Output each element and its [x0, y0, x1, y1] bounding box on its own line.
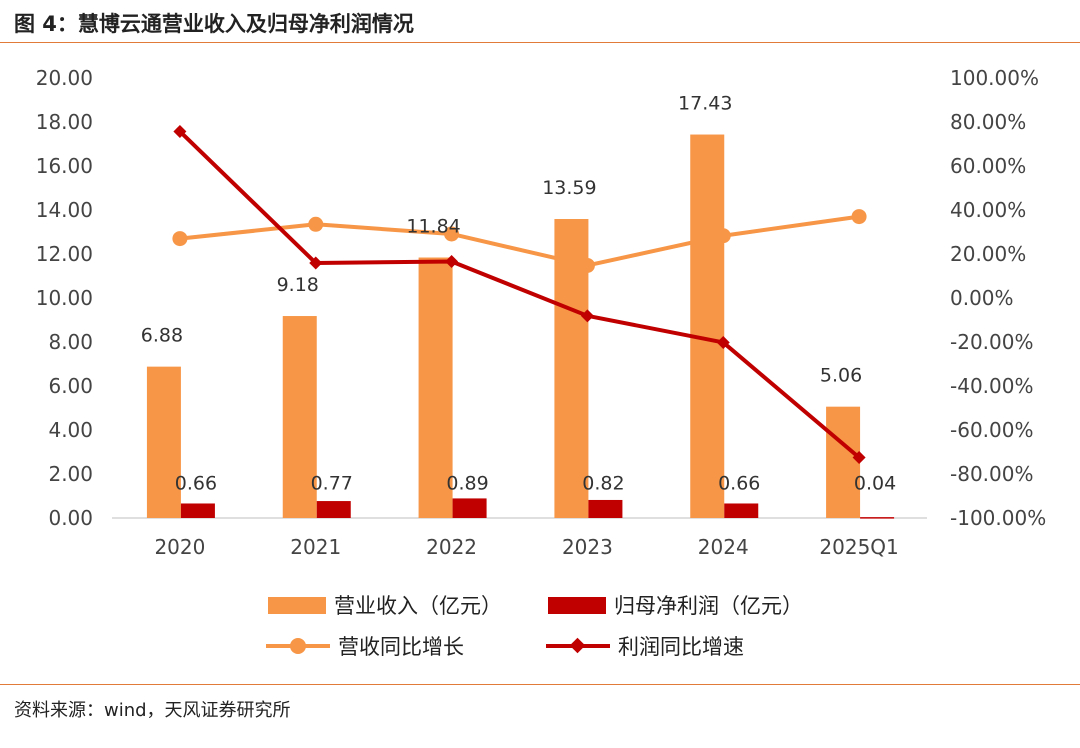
right-axis-tick-label: -100.00% [950, 506, 1046, 530]
revenue-growth-point [444, 226, 460, 242]
right-axis-tick-label: 80.00% [950, 110, 1026, 134]
revenue-growth-point [172, 231, 188, 247]
chart-svg: 0.00 2.00 4.00 6.00 8.00 10.00 12.00 14.00 16.00… [36, 66, 1046, 559]
revenue-data-label: 11.84 [406, 216, 460, 238]
revenue-growth-point [308, 216, 324, 232]
legend-label-revenue-growth: 营收同比增长 [338, 635, 464, 659]
revenue-bar [146, 366, 181, 518]
profit-growth-point [852, 451, 866, 464]
x-axis-tick-label: 2023 [562, 535, 613, 559]
left-axis-tick-label: 4.00 [48, 418, 93, 442]
revenue-bar [690, 134, 725, 518]
legend-swatch-revenue [268, 596, 326, 614]
source-note: 资料来源：wind，天风证券研究所 [14, 700, 291, 721]
legend-item-revenue: 营业收入（亿元） [268, 590, 502, 620]
revenue-growth-point [715, 228, 731, 244]
left-axis-tick-label: 2.00 [48, 462, 93, 486]
left-axis-tick-label: 18.00 [36, 110, 93, 134]
left-axis-tick-label: 8.00 [48, 330, 93, 354]
net-profit-bar [724, 503, 759, 518]
right-axis-tick-label: -20.00% [950, 330, 1033, 354]
legend-swatch-net-profit [548, 596, 606, 614]
x-axis-tick-label: 2025Q1 [819, 535, 898, 559]
bar-series-group [146, 134, 895, 519]
right-axis-tick-label: -40.00% [950, 374, 1033, 398]
net-profit-data-label: 0.66 [175, 472, 217, 494]
x-axis-tick-label: 2024 [698, 535, 749, 559]
net-profit-data-label: 0.82 [582, 472, 624, 494]
revenue-growth-point [579, 257, 595, 273]
revenue-data-label: 6.88 [141, 325, 183, 347]
right-axis-tick-label: -80.00% [950, 462, 1033, 486]
revenue-growth-point [851, 209, 867, 225]
right-axis-tick-label: 0.00% [950, 286, 1014, 310]
legend-item-net-profit: 归母净利润（亿元） [548, 590, 803, 620]
legend-label-net-profit: 归母净利润（亿元） [614, 594, 803, 618]
legend-label-revenue: 营业收入（亿元） [334, 594, 502, 618]
x-axis: 2020 2021 2022 2023 2024 2025Q1 [112, 517, 927, 559]
x-axis-tick-label: 2022 [426, 535, 477, 559]
x-axis-tick-label: 2021 [290, 535, 341, 559]
left-axis-tick-label: 10.00 [36, 286, 93, 310]
profit-growth-point [580, 309, 594, 323]
left-axis: 0.00 2.00 4.00 6.00 8.00 10.00 12.00 14.00 16.00… [36, 66, 93, 530]
profit-growth-point [716, 335, 730, 349]
right-axis-tick-label: -60.00% [950, 418, 1033, 442]
left-axis-tick-label: 16.00 [36, 154, 93, 178]
circle-marker-icon [290, 638, 306, 654]
legend-item-revenue-growth: 营收同比增长 [266, 631, 464, 661]
left-axis-tick-label: 12.00 [36, 242, 93, 266]
figure-title: 图 4：慧博云通营业收入及归母净利润情况 [14, 12, 414, 36]
data-label-group: 6.88 9.18 11.84 13.59 17.43 5.06 0.66 0.77 0.89 0… [141, 93, 896, 495]
net-profit-data-label: 0.77 [311, 472, 353, 494]
net-profit-data-label: 0.89 [446, 472, 488, 494]
net-profit-bar [452, 498, 487, 518]
footer-divider [0, 684, 1080, 685]
x-axis-tick-label: 2020 [154, 535, 205, 559]
revenue-bar [826, 406, 861, 518]
title-divider [0, 42, 1080, 43]
left-axis-tick-label: 0.00 [48, 506, 93, 530]
revenue-bar [282, 316, 317, 518]
revenue-data-label: 9.18 [277, 274, 319, 296]
diamond-marker-icon [569, 637, 586, 654]
revenue-data-label: 13.59 [542, 177, 596, 199]
profit-growth-line [178, 130, 861, 460]
left-axis-tick-label: 20.00 [36, 66, 93, 90]
net-profit-bar [180, 503, 215, 518]
right-axis-tick-label: 40.00% [950, 198, 1026, 222]
right-axis-tick-label: 100.00% [950, 66, 1039, 90]
net-profit-bar [316, 501, 351, 518]
revenue-bar [418, 257, 453, 518]
profit-growth-point [309, 256, 323, 270]
revenue-data-label: 17.43 [678, 93, 732, 115]
legend-item-profit-growth: 利润同比增速 [546, 631, 744, 661]
right-axis: -100.00% -80.00% -60.00% -40.00% -20.00% 0.00… [950, 66, 1046, 530]
legend-swatch-revenue-growth [266, 636, 330, 656]
net-profit-bar [588, 499, 623, 518]
legend-label-profit-growth: 利润同比增速 [618, 635, 744, 659]
right-axis-tick-label: 60.00% [950, 154, 1026, 178]
net-profit-data-label: 0.66 [718, 472, 760, 494]
left-axis-tick-label: 14.00 [36, 198, 93, 222]
net-profit-data-label: 0.04 [854, 472, 896, 494]
right-axis-tick-label: 20.00% [950, 242, 1026, 266]
legend-swatch-profit-growth [546, 636, 610, 656]
revenue-growth-line [179, 214, 860, 268]
net-profit-bar [860, 517, 895, 519]
revenue-data-label: 5.06 [820, 365, 862, 387]
left-axis-tick-label: 6.00 [48, 374, 93, 398]
